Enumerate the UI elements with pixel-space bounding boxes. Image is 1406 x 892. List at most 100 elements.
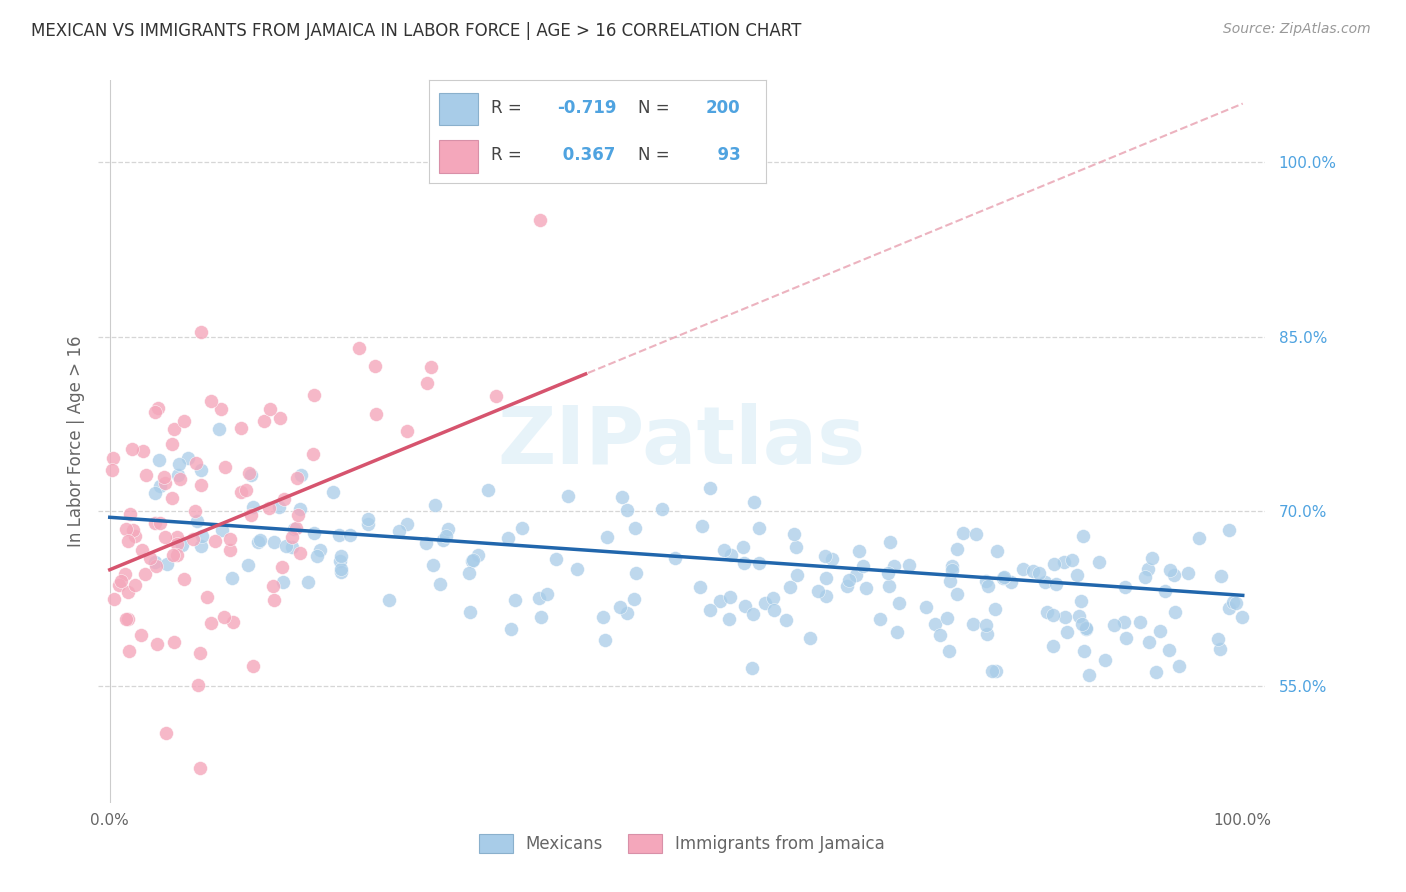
Point: [242, 500, 264, 515]
Point: [231, 421, 253, 435]
Point: [190, 539, 212, 553]
Y-axis label: In Labor Force | Age > 16: In Labor Force | Age > 16: [66, 335, 84, 548]
Point: [1069, 594, 1091, 608]
Point: [302, 525, 325, 540]
Point: [718, 590, 741, 604]
Point: [267, 500, 290, 515]
Text: MEXICAN VS IMMIGRANTS FROM JAMAICA IN LABOR FORCE | AGE > 16 CORRELATION CHART: MEXICAN VS IMMIGRANTS FROM JAMAICA IN LA…: [31, 22, 801, 40]
Point: [485, 389, 508, 403]
Point: [529, 213, 551, 227]
Point: [1137, 562, 1160, 576]
Point: [242, 659, 264, 673]
Point: [238, 466, 260, 480]
Point: [924, 617, 946, 632]
Point: [269, 411, 291, 425]
Point: [148, 453, 170, 467]
Point: [364, 407, 387, 421]
Point: [131, 543, 153, 558]
Point: [218, 532, 240, 546]
Point: [101, 462, 124, 476]
Point: [848, 543, 870, 558]
Point: [1112, 615, 1135, 629]
Point: [814, 549, 837, 564]
Point: [536, 587, 558, 601]
Point: [991, 571, 1014, 585]
Point: [281, 540, 304, 554]
Point: [190, 477, 212, 491]
Point: [596, 530, 619, 544]
Point: [855, 581, 877, 595]
Point: [510, 521, 533, 535]
Text: 0.367: 0.367: [557, 146, 616, 164]
Point: [461, 554, 484, 568]
Point: [879, 579, 901, 593]
Point: [939, 574, 962, 589]
Point: [1209, 569, 1232, 583]
Point: [1167, 658, 1189, 673]
Point: [1218, 523, 1240, 537]
Point: [835, 579, 858, 593]
Point: [364, 359, 387, 374]
Point: [1069, 609, 1091, 624]
Point: [1225, 596, 1247, 610]
Point: [1209, 641, 1232, 656]
Point: [253, 414, 276, 428]
Text: 200: 200: [706, 99, 740, 117]
Point: [117, 612, 139, 626]
Point: [134, 566, 156, 581]
Point: [974, 618, 997, 632]
Point: [1222, 595, 1244, 609]
Point: [612, 490, 634, 504]
Point: [101, 451, 124, 466]
Point: [330, 565, 353, 579]
Point: [981, 664, 1004, 678]
Point: [557, 489, 579, 503]
Point: [263, 535, 285, 549]
Point: [720, 548, 742, 562]
Point: [762, 603, 785, 617]
Bar: [439, 93, 478, 126]
Point: [915, 599, 938, 614]
Point: [259, 500, 281, 515]
Point: [1218, 601, 1240, 615]
Point: [214, 459, 236, 474]
Point: [530, 610, 553, 624]
Point: [1157, 642, 1180, 657]
Point: [1206, 632, 1229, 646]
Point: [952, 526, 974, 541]
Point: [986, 544, 1008, 558]
Point: [249, 533, 271, 548]
Point: [388, 524, 411, 538]
Point: [838, 573, 860, 587]
Point: [458, 566, 481, 580]
Point: [624, 521, 647, 535]
Point: [153, 469, 176, 483]
Point: [283, 523, 305, 537]
Point: [946, 541, 969, 556]
Point: [1137, 634, 1160, 648]
Point: [347, 341, 370, 355]
Point: [938, 644, 960, 658]
Point: [122, 523, 145, 537]
Point: [1000, 575, 1022, 590]
Point: [339, 528, 361, 542]
Point: [357, 516, 380, 531]
Point: [115, 612, 138, 626]
Point: [1073, 644, 1095, 658]
Point: [117, 585, 139, 599]
Point: [1070, 617, 1092, 632]
Point: [1187, 531, 1209, 545]
Point: [733, 540, 755, 554]
Point: [593, 633, 616, 648]
Point: [377, 593, 399, 607]
Point: [285, 521, 308, 535]
Point: [415, 536, 437, 550]
Point: [1135, 570, 1157, 584]
Point: [209, 402, 232, 417]
Point: [993, 570, 1015, 584]
Point: [434, 529, 457, 543]
Point: [1114, 580, 1136, 594]
Point: [845, 568, 868, 582]
Point: [718, 612, 741, 626]
Point: [166, 549, 188, 563]
